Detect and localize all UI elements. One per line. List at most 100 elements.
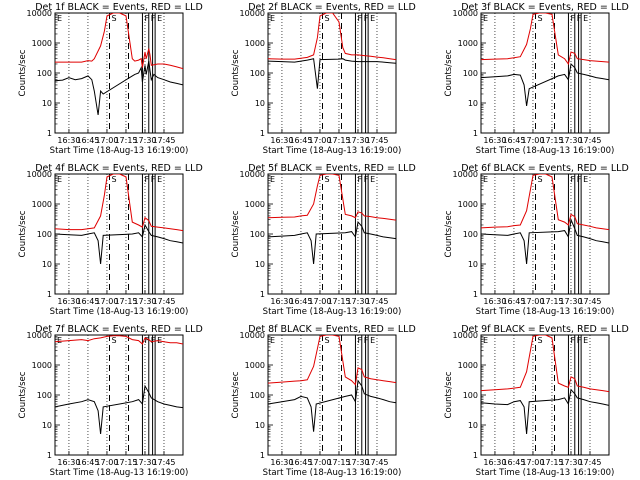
event-marker-label: F [151,336,156,345]
events-series-line [481,62,609,106]
y-axis-label: Counts/sec [18,210,28,257]
panel-det-3: Det 3f BLACK = Events, RED = LLD 16:3016:… [444,2,629,156]
lld-series-line [268,335,396,386]
y-axis-label: Counts/sec [231,371,241,418]
event-marker-label: S [324,175,329,184]
y-tick-label: 1000 [245,200,265,209]
event-marker-label: E [157,175,162,184]
events-series-line [481,388,609,435]
x-tick-label: 17:45 [365,136,388,145]
x-tick-label: 17:15 [327,136,350,145]
y-tick-label: 1 [47,451,52,460]
y-tick-label: 1000 [458,39,478,48]
x-tick-label: 16:45 [289,458,312,467]
event-marker-label: E [270,14,275,23]
x-axis-label: Start Time (18-Aug-13 16:19:00) [50,468,189,478]
event-marker-label: S [537,336,542,345]
panel-title: Det 7f BLACK = Events, RED = LLD [35,324,203,335]
event-marker-label: F [577,175,582,184]
y-tick-label: 10000 [240,9,265,18]
events-series-line [268,379,396,432]
y-axis-label: Counts/sec [18,49,28,96]
panel-det-5: Det 5f BLACK = Events, RED = LLD 16:3016:… [231,163,416,317]
x-tick-label: 17:45 [578,136,601,145]
x-tick-label: 17:00 [521,297,544,306]
x-axis-label: Start Time (18-Aug-13 16:19:00) [476,307,615,317]
event-marker-label: S [111,336,116,345]
y-tick-label: 10 [42,421,52,430]
x-tick-label: 17:15 [540,136,563,145]
event-marker-label: E [57,175,62,184]
event-marker-label: E [583,14,588,23]
x-tick-label: 17:15 [540,297,563,306]
panel-det-1: Det 1f BLACK = Events, RED = LLD 16:3016:… [18,2,203,156]
x-tick-label: 16:30 [57,136,80,145]
panel-det-6: Det 6f BLACK = Events, RED = LLD 16:3016:… [444,163,629,317]
lld-series-line [481,174,609,231]
x-tick-label: 17:00 [521,458,544,467]
panel-det-4: Det 4f BLACK = Events, RED = LLD 16:3016:… [18,163,203,317]
y-tick-label: 10000 [27,9,52,18]
x-tick-label: 17:00 [308,458,331,467]
event-marker-label: S [537,175,542,184]
x-tick-label: 16:30 [270,136,293,145]
event-marker-label: F [577,336,582,345]
panel-det-9: Det 9f BLACK = Events, RED = LLD 16:3016:… [444,324,629,478]
event-marker-label: E [57,14,62,23]
events-series-line [55,61,183,115]
x-axis-label: Start Time (18-Aug-13 16:19:00) [50,307,189,317]
x-tick-label: 17:00 [521,136,544,145]
x-tick-label: 17:45 [152,458,175,467]
y-tick-label: 1000 [458,200,478,209]
y-tick-label: 100 [463,391,478,400]
x-tick-label: 16:45 [502,297,525,306]
y-tick-label: 1000 [458,361,478,370]
y-tick-label: 100 [250,391,265,400]
y-axis-label: Counts/sec [444,210,454,257]
event-marker-label: E [370,336,375,345]
panel-det-7: Det 7f BLACK = Events, RED = LLD 16:3016:… [18,324,203,478]
x-tick-label: 17:45 [152,297,175,306]
event-marker-label: E [270,336,275,345]
event-marker-label: S [111,175,116,184]
x-tick-label: 17:00 [95,458,118,467]
x-tick-label: 17:15 [114,458,137,467]
event-marker-label: S [324,336,329,345]
x-tick-label: 17:15 [114,297,137,306]
x-tick-label: 17:30 [346,136,369,145]
event-marker-label: F [144,336,149,345]
event-marker-label: E [370,14,375,23]
y-tick-label: 10 [468,421,478,430]
x-tick-label: 17:30 [133,297,156,306]
panel-title: Det 3f BLACK = Events, RED = LLD [461,2,629,13]
x-tick-label: 17:15 [327,297,350,306]
x-tick-label: 17:30 [559,458,582,467]
x-tick-label: 17:30 [133,136,156,145]
x-axis-label: Start Time (18-Aug-13 16:19:00) [50,146,189,156]
event-marker-label: F [144,175,149,184]
y-tick-label: 1 [260,290,265,299]
y-tick-label: 10 [42,99,52,108]
y-tick-label: 10000 [27,170,52,179]
x-tick-label: 16:30 [483,136,506,145]
x-tick-label: 16:30 [270,458,293,467]
x-axis-label: Start Time (18-Aug-13 16:19:00) [263,468,402,478]
x-tick-label: 16:45 [76,458,99,467]
event-marker-label: E [370,175,375,184]
event-marker-label: F [570,336,575,345]
y-tick-label: 10000 [240,170,265,179]
y-tick-label: 1 [47,290,52,299]
x-tick-label: 16:45 [502,458,525,467]
x-axis-label: Start Time (18-Aug-13 16:19:00) [476,146,615,156]
event-marker-label: F [570,14,575,23]
y-tick-label: 100 [250,230,265,239]
y-tick-label: 100 [37,391,52,400]
event-marker-label: E [583,175,588,184]
event-marker-label: F [577,14,582,23]
event-marker-label: E [157,14,162,23]
x-tick-label: 17:30 [559,297,582,306]
panel-title: Det 6f BLACK = Events, RED = LLD [461,163,629,174]
event-marker-label: F [364,14,369,23]
events-series-line [268,58,396,89]
